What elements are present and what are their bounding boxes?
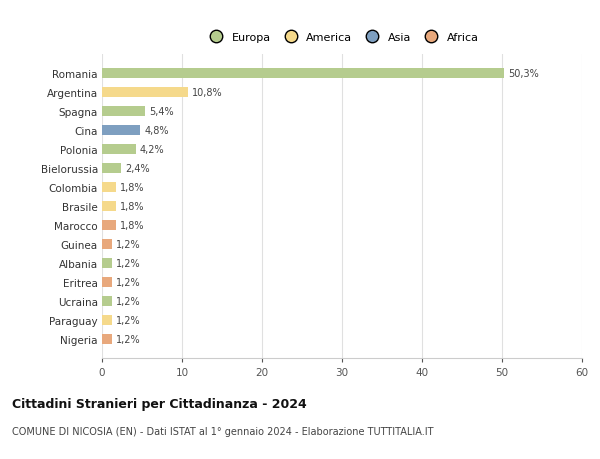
Bar xyxy=(102,258,112,269)
Bar xyxy=(102,69,505,79)
Text: 10,8%: 10,8% xyxy=(193,88,223,98)
Text: 50,3%: 50,3% xyxy=(508,69,539,79)
Text: 1,8%: 1,8% xyxy=(121,183,145,193)
Bar xyxy=(102,145,136,155)
Bar xyxy=(102,239,112,250)
Text: COMUNE DI NICOSIA (EN) - Dati ISTAT al 1° gennaio 2024 - Elaborazione TUTTITALIA: COMUNE DI NICOSIA (EN) - Dati ISTAT al 1… xyxy=(12,426,433,436)
Bar xyxy=(102,220,116,231)
Bar xyxy=(102,163,121,174)
Text: 4,2%: 4,2% xyxy=(140,145,164,155)
Bar xyxy=(102,296,112,307)
Bar xyxy=(102,106,145,117)
Bar xyxy=(102,277,112,287)
Text: 1,8%: 1,8% xyxy=(121,202,145,212)
Legend: Europa, America, Asia, Africa: Europa, America, Asia, Africa xyxy=(203,30,481,45)
Bar xyxy=(102,315,112,325)
Text: Cittadini Stranieri per Cittadinanza - 2024: Cittadini Stranieri per Cittadinanza - 2… xyxy=(12,397,307,410)
Text: 1,2%: 1,2% xyxy=(116,315,140,325)
Text: 2,4%: 2,4% xyxy=(125,164,150,174)
Bar xyxy=(102,334,112,344)
Bar xyxy=(102,126,140,136)
Text: 1,2%: 1,2% xyxy=(116,277,140,287)
Text: 1,2%: 1,2% xyxy=(116,296,140,306)
Text: 1,2%: 1,2% xyxy=(116,258,140,269)
Bar xyxy=(102,88,188,98)
Bar xyxy=(102,182,116,193)
Bar xyxy=(102,202,116,212)
Text: 5,4%: 5,4% xyxy=(149,107,174,117)
Text: 1,2%: 1,2% xyxy=(116,240,140,249)
Text: 1,2%: 1,2% xyxy=(116,334,140,344)
Text: 4,8%: 4,8% xyxy=(145,126,169,136)
Text: 1,8%: 1,8% xyxy=(121,220,145,230)
